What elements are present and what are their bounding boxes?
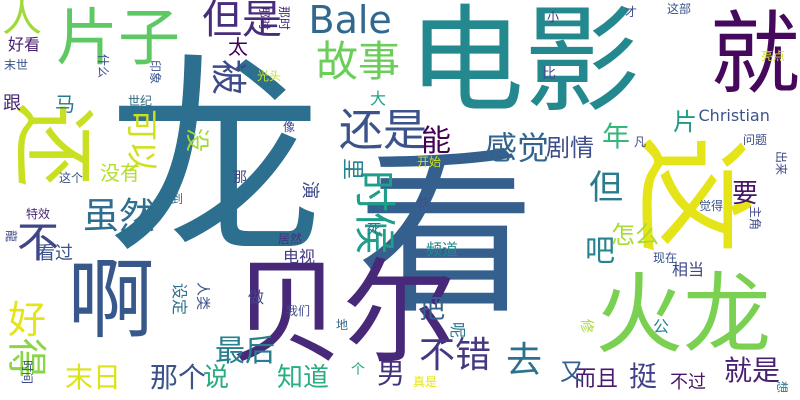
word-guangtou: 光头	[257, 69, 282, 83]
word-ren: 人	[2, 0, 42, 41]
word-nan: 男	[377, 357, 406, 390]
word-zhidao: 知道	[277, 363, 330, 393]
word-liangdian: 亮点	[761, 49, 786, 63]
word-sheding: 设定	[170, 282, 190, 316]
word-erqie: 而且	[574, 367, 619, 392]
word-ba: 把	[419, 295, 446, 325]
word-kandao: 看到	[159, 192, 184, 206]
word-nian: 年	[602, 120, 631, 153]
word-bale: Bale	[308, 0, 392, 42]
word-ganjue: 感觉	[485, 129, 550, 167]
word-fan: 凡	[634, 135, 647, 149]
word-haokan: 好看	[8, 35, 41, 54]
word-kanguo: 看过	[37, 243, 73, 264]
word-haishi: 还是	[339, 105, 427, 156]
word-ma: 马	[55, 92, 75, 116]
word-yinxiang: 印象	[148, 59, 163, 85]
word-ba-particle: 吧	[585, 234, 615, 269]
word-suiran: 虽然	[83, 196, 156, 237]
word-zhujue: 主角	[748, 205, 763, 231]
word-ne: 呢	[448, 321, 468, 339]
word-kuai: 快	[418, 196, 431, 210]
word-zhege: 这个	[59, 171, 84, 185]
word-dan: 但	[589, 168, 623, 208]
word-nage: 那个	[150, 361, 207, 394]
word-wenti: 问题	[743, 133, 768, 147]
word-moshi: 末世	[4, 58, 29, 72]
word-si: 死	[367, 222, 381, 238]
word-na: 那	[233, 170, 247, 186]
word-women: 我们	[286, 304, 311, 318]
word-beier: 贝尔	[230, 246, 456, 379]
word-kaishi: 开始	[417, 155, 442, 169]
word-mei: 没	[183, 128, 211, 152]
word-danshi: 但是	[202, 0, 282, 43]
word-huolong: 火龙	[595, 263, 772, 366]
word-xiang: 像	[283, 120, 296, 134]
word-pianzi: 片子	[56, 1, 181, 74]
word-da: 大	[370, 89, 387, 108]
word-xiang-think: 想	[775, 380, 790, 394]
word-a: 啊	[67, 248, 155, 351]
word-you: 又	[560, 358, 584, 386]
word-long-traditional: 龍	[4, 229, 19, 243]
word-ting: 挺	[629, 360, 658, 393]
word-texiao: 特效	[26, 207, 51, 221]
word-jiu: 就	[710, 2, 800, 107]
word-dianying: 电影	[408, 0, 640, 129]
word-shenme: 什么	[96, 53, 111, 79]
word-gong: 公	[653, 317, 670, 336]
word-bei: 被	[207, 58, 249, 96]
word-yan: 演	[299, 181, 320, 199]
word-christian: Christian	[698, 106, 770, 125]
word-mori: 末日	[65, 361, 122, 394]
word-neng: 能	[421, 124, 451, 159]
word-bi: 比	[542, 66, 556, 82]
word-shijian: 时间	[20, 359, 35, 385]
word-shiji: 世纪	[128, 94, 153, 108]
word-xiu: 修	[578, 319, 594, 333]
word-juran: 居然	[278, 232, 303, 246]
word-renlei: 人类	[194, 282, 210, 310]
word-shuo: 说	[203, 363, 230, 393]
word-dianshi: 电视	[283, 247, 316, 266]
word-shihou: 时候	[350, 169, 400, 255]
word-bu: 不	[17, 218, 60, 267]
word-chulai: 出来	[774, 150, 789, 176]
word-zenme: 怎么	[611, 221, 659, 249]
word-tai: 太	[228, 35, 248, 59]
word-qu: 去	[506, 340, 543, 381]
word-ge: 个	[351, 362, 365, 378]
word-zhebu: 这部	[667, 2, 692, 16]
word-zuo: 做	[248, 288, 265, 307]
word-pian: 片	[673, 108, 697, 136]
word-xiangdang: 相当	[672, 260, 705, 279]
word-buguo: 不过	[670, 372, 706, 393]
word-gushi: 故事	[316, 37, 401, 86]
word-bucuo: 不错	[419, 335, 492, 376]
word-li: 里	[339, 157, 365, 181]
word-cai: 才	[625, 5, 638, 19]
word-juede: 觉得	[699, 199, 724, 213]
word-gen: 跟	[3, 93, 21, 114]
word-juqing: 剧情	[546, 134, 594, 162]
word-zhenshi: 真是	[413, 375, 438, 389]
word-long: 龙	[107, 34, 323, 286]
word-meiyou: 没有	[100, 161, 140, 185]
word-kan: 看	[357, 131, 535, 338]
word-yao: 要	[732, 179, 759, 209]
word-hao: 好	[8, 298, 47, 342]
word-xiao: 小	[547, 10, 560, 24]
word-nashi-2: 那时	[277, 5, 292, 31]
word-jiushi: 就是	[724, 354, 781, 387]
word-di: 地	[336, 318, 349, 332]
word-zuihou: 最后	[215, 334, 275, 369]
word-nashi-1: 那时	[257, 5, 272, 31]
word-xianzai: 现在	[653, 251, 678, 265]
word-pindao: 频道	[426, 240, 459, 259]
